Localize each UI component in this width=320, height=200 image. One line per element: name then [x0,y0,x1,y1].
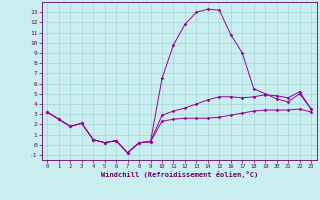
X-axis label: Windchill (Refroidissement éolien,°C): Windchill (Refroidissement éolien,°C) [100,171,258,178]
